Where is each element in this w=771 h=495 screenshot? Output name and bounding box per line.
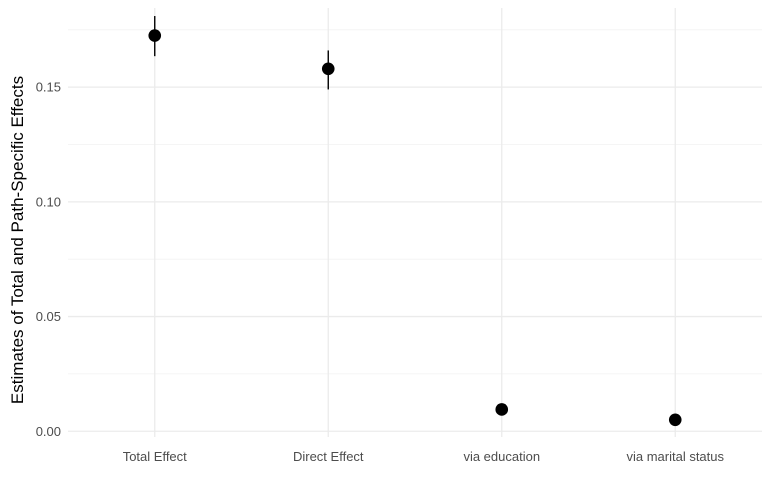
data-points — [148, 29, 682, 427]
minor-grid — [68, 29, 762, 375]
x-tick-labels: Total Effect Direct Effect via education vi… — [123, 449, 725, 464]
y-tick-label: 0.15 — [36, 80, 61, 95]
x-tick-label: via marital status — [626, 449, 724, 464]
data-point — [148, 29, 162, 42]
y-tick-labels: 0.00 0.05 0.10 0.15 — [36, 80, 61, 439]
error-bars — [154, 16, 676, 423]
x-tick-label: Direct Effect — [293, 449, 364, 464]
x-tick-label: Total Effect — [123, 449, 187, 464]
y-tick-label: 0.10 — [36, 194, 61, 209]
data-point — [495, 403, 509, 416]
major-grid — [68, 8, 762, 437]
data-point — [668, 413, 682, 427]
x-tick-label: via education — [463, 449, 540, 464]
y-tick-label: 0.00 — [36, 424, 61, 439]
y-axis-title: Estimates of Total and Path-Specific Eff… — [8, 76, 27, 404]
y-tick-label: 0.05 — [36, 309, 61, 324]
data-point — [321, 62, 335, 76]
